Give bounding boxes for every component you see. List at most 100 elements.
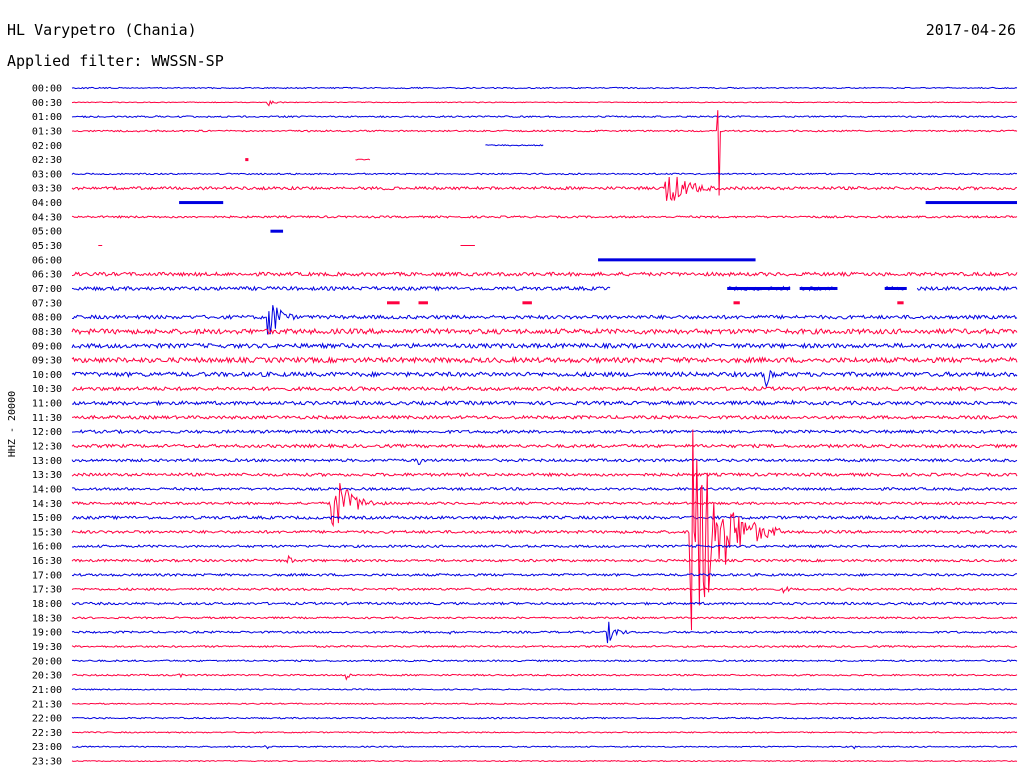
- trace-0430-seg-0: [71, 215, 1018, 219]
- row-label-0330: 03:30: [32, 184, 62, 195]
- row-label-0600: 06:00: [32, 255, 62, 266]
- trace-0930-seg-0: [71, 356, 1018, 365]
- trace-0300-seg-0: [71, 172, 1018, 176]
- trace-1800-seg-0: [71, 601, 1018, 606]
- plot-date: 2017-04-26: [926, 21, 1016, 39]
- row-label-0400: 04:00: [32, 198, 62, 209]
- trace-0830-seg-0: [71, 327, 1018, 336]
- row-label-1900: 19:00: [32, 628, 62, 639]
- trace-0200-seg-0: [485, 144, 544, 147]
- row-label-0200: 02:00: [32, 141, 62, 152]
- trace-0800-seg-0: [71, 305, 1018, 335]
- trace-1100-seg-0: [71, 399, 1018, 407]
- row-label-2330: 23:30: [32, 757, 62, 768]
- trace-1300-seg-0: [71, 457, 1018, 466]
- row-label-2130: 21:30: [32, 699, 62, 710]
- filter-label: Applied filter: WWSSN-SP: [7, 52, 224, 70]
- trace-0700-block-2: [884, 286, 907, 290]
- trace-0400-block-1: [925, 201, 1017, 205]
- row-label-1530: 15:30: [32, 527, 62, 538]
- row-label-1100: 11:00: [32, 399, 62, 410]
- row-label-1430: 14:30: [32, 499, 62, 510]
- row-label-0700: 07:00: [32, 284, 62, 295]
- station-title: HL Varypetro (Chania): [7, 21, 197, 39]
- trace-1200-seg-0: [71, 428, 1018, 435]
- row-label-0730: 07:30: [32, 298, 62, 309]
- row-label-2230: 22:30: [32, 728, 62, 739]
- row-label-2000: 20:00: [32, 656, 62, 667]
- row-label-0130: 01:30: [32, 126, 62, 137]
- trace-0700-block-1: [799, 286, 838, 290]
- row-label-1030: 10:30: [32, 384, 62, 395]
- trace-0700-block-0: [727, 286, 791, 290]
- trace-0730-block-3: [733, 301, 740, 305]
- trace-0730-block-2: [522, 301, 532, 305]
- trace-2000-seg-0: [71, 659, 1018, 663]
- trace-2200-seg-0: [71, 716, 1018, 720]
- row-label-1500: 15:00: [32, 513, 62, 524]
- row-label-1700: 17:00: [32, 570, 62, 581]
- trace-1600-seg-0: [71, 544, 1018, 549]
- channel-label: HHZ - 20000: [7, 391, 18, 457]
- trace-1330-seg-0: [71, 472, 1018, 478]
- trace-1400-seg-0: [71, 486, 1018, 492]
- row-label-1330: 13:30: [32, 470, 62, 481]
- trace-0700-seg-0: [71, 285, 611, 292]
- trace-0330-seg-0: [71, 176, 1018, 202]
- trace-0400-block-0: [179, 201, 224, 205]
- row-label-1200: 12:00: [32, 427, 62, 438]
- trace-1930-seg-0: [71, 644, 1018, 649]
- trace-0600-block-0: [598, 258, 756, 262]
- row-time-labels: 00:00 00:30 01:00 01:30 02:00 02:30 03:00 03:30…: [32, 84, 62, 768]
- row-label-1000: 10:00: [32, 370, 62, 381]
- trace-1500-seg-0: [71, 515, 1018, 521]
- row-label-0530: 05:30: [32, 241, 62, 252]
- row-label-0930: 09:30: [32, 356, 62, 367]
- trace-2230-seg-0: [71, 731, 1018, 734]
- trace-1830-seg-0: [71, 616, 1018, 620]
- row-label-1800: 18:00: [32, 599, 62, 610]
- trace-1530-seg-0: [71, 429, 1018, 631]
- row-label-0430: 04:30: [32, 212, 62, 223]
- trace-1130-seg-0: [71, 414, 1018, 420]
- row-label-1830: 18:30: [32, 613, 62, 624]
- row-label-0800: 08:00: [32, 313, 62, 324]
- trace-1730-seg-0: [71, 585, 1018, 594]
- trace-1030-seg-0: [71, 385, 1018, 392]
- trace-1900-seg-0: [71, 621, 1018, 644]
- row-label-0900: 09:00: [32, 341, 62, 352]
- row-label-0300: 03:00: [32, 169, 62, 180]
- row-label-1630: 16:30: [32, 556, 62, 567]
- row-label-1400: 14:00: [32, 484, 62, 495]
- trace-0730-block-1: [418, 301, 428, 305]
- trace-2330-seg-0: [71, 759, 1018, 763]
- trace-1630-seg-0: [71, 554, 1018, 564]
- trace-0230-seg-0: [355, 158, 371, 161]
- trace-1430-seg-0: [71, 483, 1018, 528]
- trace-0900-seg-0: [71, 342, 1018, 350]
- row-label-0830: 08:30: [32, 327, 62, 338]
- row-label-2030: 20:30: [32, 671, 62, 682]
- trace-0730-block-4: [897, 301, 904, 305]
- row-label-1730: 17:30: [32, 585, 62, 596]
- trace-0100-seg-0: [71, 115, 1018, 119]
- trace-0130-seg-0: [71, 110, 1018, 196]
- seismic-traces: [71, 86, 1018, 763]
- trace-0630-seg-0: [71, 271, 1018, 278]
- trace-0730-block-0: [387, 301, 400, 305]
- trace-1000-seg-0: [71, 369, 1018, 388]
- row-label-2300: 23:00: [32, 742, 62, 753]
- trace-2030-seg-0: [71, 673, 1018, 681]
- row-label-0500: 05:00: [32, 227, 62, 238]
- row-label-0000: 00:00: [32, 84, 62, 95]
- trace-0700-seg-4: [916, 285, 1018, 292]
- trace-0500-block-0: [270, 229, 284, 233]
- trace-0230-block-0: [245, 158, 249, 162]
- trace-0030-seg-0: [71, 99, 1018, 107]
- trace-2130-seg-0: [71, 702, 1018, 706]
- row-label-2200: 22:00: [32, 714, 62, 725]
- row-label-0630: 06:30: [32, 270, 62, 281]
- row-label-0100: 01:00: [32, 112, 62, 123]
- trace-2100-seg-0: [71, 688, 1018, 691]
- trace-1700-seg-0: [71, 572, 1017, 578]
